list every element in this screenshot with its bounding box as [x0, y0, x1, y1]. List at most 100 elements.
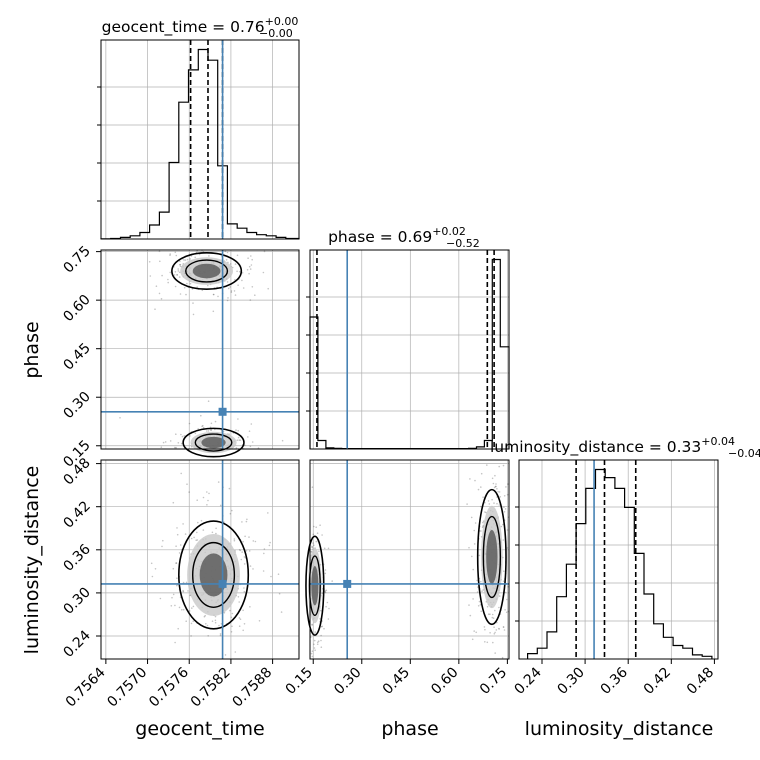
sample-phase-luminosity_distance-0-164	[495, 483, 497, 485]
sample-geocent_time-luminosity_distance-0-168	[182, 590, 185, 593]
sample-geocent_time-luminosity_distance-0-103	[214, 621, 217, 624]
xtick-label-phase-4: 0.75	[477, 665, 510, 698]
sample-phase-luminosity_distance-0-109	[473, 630, 476, 632]
sample-geocent_time-luminosity_distance-0-176	[185, 620, 187, 622]
sample-phase-luminosity_distance-1-31	[323, 627, 325, 630]
sample-phase-luminosity_distance-1-121	[314, 649, 316, 651]
sample-geocent_time-luminosity_distance-0-90	[243, 556, 246, 558]
grid-ld-hist	[515, 460, 718, 659]
sample-phase-luminosity_distance-0-20	[475, 631, 478, 634]
sample-geocent_time-phase-1-23	[189, 435, 191, 437]
sample-geocent_time-luminosity_distance-0-10	[252, 540, 255, 542]
sample-phase-luminosity_distance-1-8	[317, 641, 319, 644]
sample-geocent_time-luminosity_distance-0-120	[202, 496, 205, 499]
sample-geocent_time-phase-0-46	[179, 263, 181, 266]
sample-geocent_time-luminosity_distance-0-166	[244, 535, 246, 538]
sample-geocent_time-phase-1-3	[119, 417, 121, 419]
sample-geocent_time-luminosity_distance-0-236	[262, 570, 265, 572]
sample-geocent_time-phase-0-196	[185, 293, 187, 296]
sample-phase-luminosity_distance-0-199	[478, 554, 481, 557]
ylabel-luminosity-distance: luminosity_distance	[21, 466, 43, 655]
contour-inner-phase-luminosity_distance-0	[482, 515, 502, 599]
sample-geocent_time-luminosity_distance-0-135	[211, 531, 214, 534]
sample-geocent_time-luminosity_distance-0-35	[205, 623, 207, 625]
sample-geocent_time-luminosity_distance-0-40	[252, 568, 254, 570]
sample-geocent_time-phase-0-238	[179, 265, 182, 268]
sample-geocent_time-phase-0-98	[263, 250, 266, 253]
sample-geocent_time-luminosity_distance-0-34	[170, 605, 173, 607]
sample-phase-luminosity_distance-0-86	[480, 505, 482, 508]
ytick-label-luminosity_distance-2: 0.36	[60, 541, 93, 574]
sample-geocent_time-luminosity_distance-0-124	[159, 597, 162, 600]
sample-geocent_time-luminosity_distance-0-180	[238, 549, 241, 551]
sample-geocent_time-luminosity_distance-0-186	[178, 606, 181, 609]
sample-phase-luminosity_distance-0-160	[487, 500, 490, 502]
xtick-label-luminosity_distance-2: 0.36	[598, 664, 631, 697]
sample-geocent_time-luminosity_distance-0-105	[180, 472, 182, 475]
xtick-label-geocent_time-1: 0.7570	[104, 664, 150, 710]
sample-phase-luminosity_distance-1-86	[311, 623, 313, 626]
sample-geocent_time-luminosity_distance-0-174	[224, 654, 227, 656]
frame-ld-vs-geocent	[100, 459, 300, 660]
sample-geocent_time-luminosity_distance-0-109	[241, 521, 243, 523]
sample-geocent_time-phase-0-252	[177, 268, 179, 270]
sample-geocent_time-phase-0-259	[227, 287, 230, 290]
sample-phase-luminosity_distance-1-135	[321, 625, 323, 628]
sample-phase-luminosity_distance-0-41	[488, 503, 491, 505]
contour-inner-geocent_time-phase-0	[185, 259, 229, 283]
sample-phase-luminosity_distance-1-23	[311, 650, 314, 652]
sample-geocent_time-phase-0-106	[254, 294, 256, 297]
sample-geocent_time-phase-0-31	[250, 264, 253, 266]
sample-phase-luminosity_distance-1-138	[324, 572, 327, 575]
sample-geocent_time-luminosity_distance-0-69	[230, 616, 233, 619]
sample-phase-luminosity_distance-0-161	[482, 496, 484, 499]
sample-geocent_time-luminosity_distance-0-30	[258, 620, 261, 622]
grid-phase-hist	[306, 250, 509, 449]
sample-geocent_time-phase-0-149	[186, 258, 189, 261]
sample-phase-luminosity_distance-0-104	[472, 568, 475, 571]
sample-phase-luminosity_distance-1-67	[327, 618, 330, 620]
sample-geocent_time-phase-0-246	[251, 286, 254, 288]
core-geocent_time-phase-0	[192, 263, 221, 279]
sample-phase-luminosity_distance-1-146	[313, 647, 316, 649]
sample-phase-luminosity_distance-0-28	[505, 611, 508, 614]
sample-geocent_time-phase-0-79	[267, 287, 270, 290]
sample-phase-luminosity_distance-0-237	[494, 609, 496, 612]
sample-phase-luminosity_distance-0-24	[506, 547, 509, 549]
frame-geocent-time-hist	[100, 39, 300, 240]
truth-marker-phase-luminosity_distance	[343, 579, 352, 588]
sample-geocent_time-luminosity_distance-0-46	[231, 625, 233, 628]
sample-phase-luminosity_distance-1-9	[311, 486, 314, 489]
sample-phase-luminosity_distance-0-84	[493, 486, 496, 489]
xtick-label-geocent_time-3: 0.7582	[188, 665, 234, 711]
sample-geocent_time-phase-0-15	[169, 271, 171, 274]
sample-geocent_time-luminosity_distance-0-146	[242, 629, 244, 632]
sample-phase-luminosity_distance-0-122	[502, 539, 505, 541]
sample-geocent_time-phase-1-91	[250, 423, 253, 425]
sample-phase-luminosity_distance-0-7	[492, 617, 495, 619]
panel-geocent-time-hist: geocent_time = 0.76+0.00 −0.00	[97, 15, 300, 240]
contour-outer-geocent_time-phase-0	[171, 252, 243, 291]
sample-phase-luminosity_distance-1-88	[311, 546, 313, 548]
sample-phase-luminosity_distance-0-34	[484, 641, 486, 643]
xtick-label-luminosity_distance-1: 0.30	[555, 665, 588, 698]
sample-geocent_time-luminosity_distance-0-175	[162, 539, 164, 542]
sample-geocent_time-luminosity_distance-0-110	[172, 567, 175, 570]
core-phase-luminosity_distance-0	[486, 530, 498, 584]
sample-geocent_time-luminosity_distance-0-189	[228, 487, 231, 490]
sample-phase-luminosity_distance-0-246	[480, 486, 482, 488]
sample-geocent_time-phase-0-96	[250, 255, 252, 257]
xlabel-phase: phase	[381, 718, 438, 740]
sample-geocent_time-luminosity_distance-0-187	[243, 623, 246, 625]
panel-phase-vs-geocent-time	[100, 249, 300, 458]
sample-geocent_time-luminosity_distance-0-9	[182, 581, 185, 584]
sample-phase-luminosity_distance-0-180	[501, 656, 504, 659]
sample-geocent_time-luminosity_distance-0-199	[154, 568, 157, 570]
sample-geocent_time-phase-0-26	[262, 271, 265, 274]
sample-geocent_time-luminosity_distance-0-99	[214, 619, 217, 622]
sample-geocent_time-luminosity_distance-0-43	[179, 544, 182, 546]
frame-ld-hist	[518, 459, 719, 660]
sample-geocent_time-phase-1-122	[207, 430, 210, 432]
sample-phase-luminosity_distance-0-133	[489, 632, 491, 634]
ytick-label-phase-4: 0.75	[60, 243, 93, 276]
